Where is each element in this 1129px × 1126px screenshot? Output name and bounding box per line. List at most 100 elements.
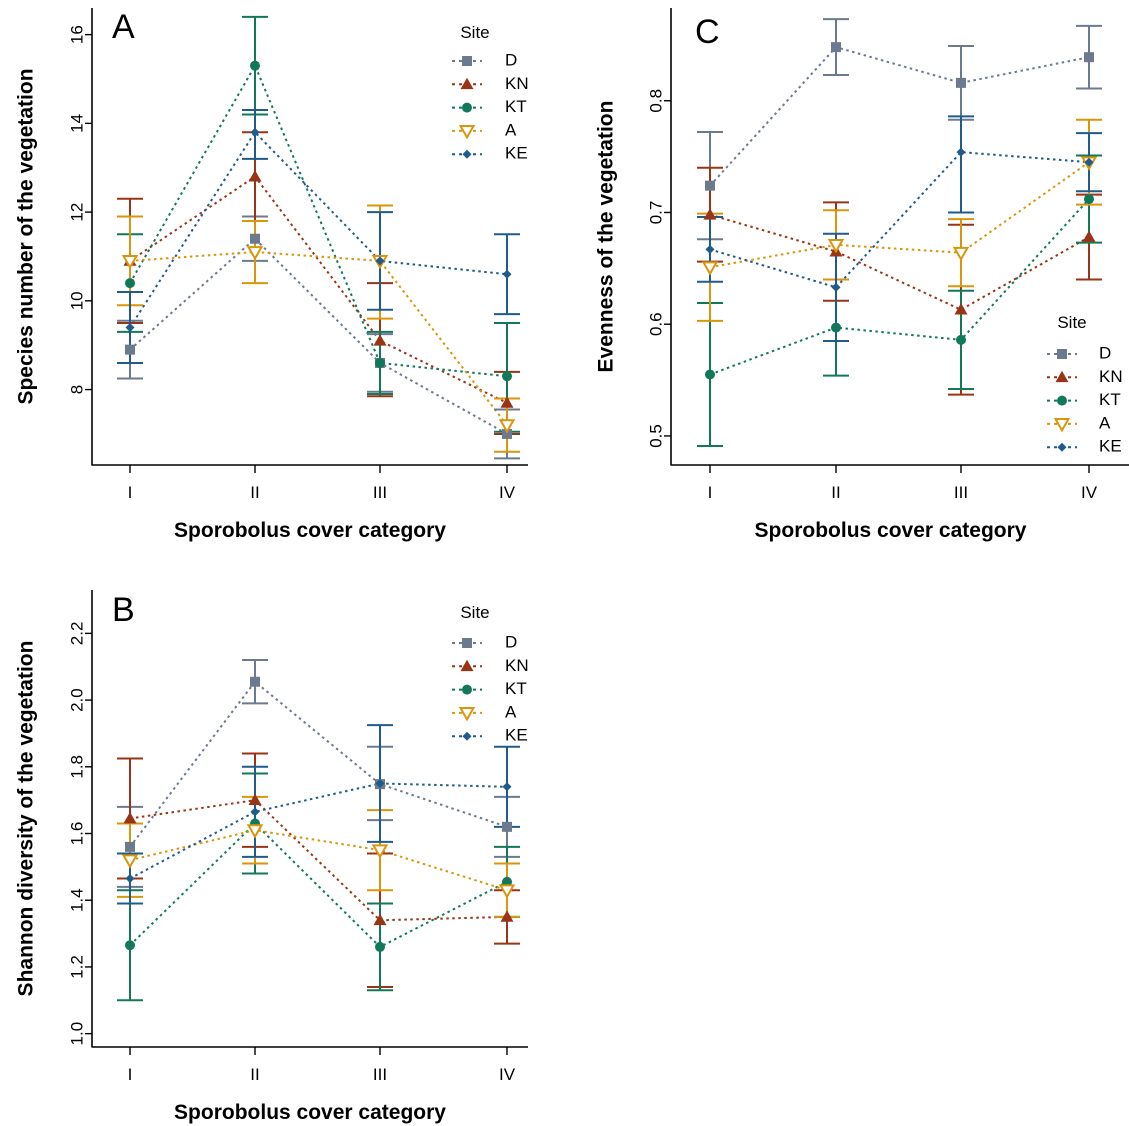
legend-label-a: A <box>1099 413 1111 432</box>
y-tick-label: 0.6 <box>646 312 665 336</box>
legend-label-kn: KN <box>1099 367 1123 386</box>
point-kn <box>373 913 387 926</box>
legend-title: Site <box>1057 313 1086 332</box>
x-tick-label: II <box>831 483 840 502</box>
point-a <box>498 419 516 434</box>
x-tick-label: I <box>128 1065 133 1084</box>
series-line-a <box>129 251 508 426</box>
y-tick-label: 1.2 <box>67 955 86 979</box>
point-ke <box>125 322 135 332</box>
x-tick-label: III <box>373 483 387 502</box>
legend-label-ke: KE <box>1099 437 1122 456</box>
point-d <box>502 821 512 832</box>
legend-marker-kt <box>1057 395 1067 406</box>
legend-marker-d <box>462 638 472 648</box>
legend-marker-a <box>458 707 476 722</box>
point-kn <box>373 334 387 346</box>
series-line-d <box>709 45 1090 187</box>
y-tick-label: 1.4 <box>67 888 86 912</box>
y-axis-title: Species number of the vegetation <box>15 68 38 404</box>
x-tick-label: IV <box>499 483 516 502</box>
legend-marker-kn <box>1055 370 1069 383</box>
panel-label: A <box>112 8 135 46</box>
x-tick-label: I <box>708 483 713 502</box>
panel-b: 1.01.21.41.61.82.02.2I II III IVSporobolus … <box>15 590 529 1124</box>
point-d <box>705 180 715 191</box>
point-kn <box>500 910 514 922</box>
point-kt <box>705 369 715 380</box>
series-line-ke <box>129 130 508 328</box>
y-tick-label: 8 <box>67 385 86 394</box>
y-tick-label: 2.0 <box>67 688 86 712</box>
point-kn <box>1082 230 1096 242</box>
point-a <box>952 246 970 262</box>
series-line-kn <box>709 213 1090 311</box>
point-a <box>498 884 516 899</box>
point-kt <box>956 334 966 345</box>
point-ke <box>502 269 512 279</box>
point-a <box>121 255 139 270</box>
series-line-kn <box>129 175 508 404</box>
point-ke <box>250 127 260 137</box>
y-tick-label: 1.8 <box>67 755 86 779</box>
x-tick-label: I <box>128 483 133 502</box>
point-kt <box>250 60 260 71</box>
y-tick-label: 0.8 <box>646 89 665 113</box>
legend-label-d: D <box>505 50 517 69</box>
point-ke <box>250 807 260 817</box>
legend-marker-kn <box>460 77 474 90</box>
y-tick-label: 2.2 <box>67 622 86 646</box>
series-line-kt <box>129 822 508 949</box>
x-tick-label: IV <box>1081 483 1098 502</box>
point-ke <box>705 244 715 254</box>
series-line-ke <box>709 151 1090 289</box>
series-line-a <box>129 829 508 892</box>
point-kt <box>502 371 512 382</box>
point-a <box>246 824 264 839</box>
panel-label: C <box>695 13 720 51</box>
x-tick-label: III <box>373 1065 387 1084</box>
point-kn <box>248 170 262 182</box>
legend-label-ke: KE <box>505 726 528 745</box>
point-kt <box>125 278 135 289</box>
point-d <box>956 77 966 88</box>
point-kt <box>125 940 135 951</box>
series-line-kt <box>709 198 1090 376</box>
point-a <box>371 844 389 859</box>
series-line-a <box>709 161 1090 269</box>
x-tick-label: III <box>954 483 968 502</box>
point-d <box>125 344 135 355</box>
series-line-ke <box>129 782 508 880</box>
y-tick-label: 0.7 <box>646 201 665 225</box>
point-a <box>121 854 139 869</box>
x-tick-label: IV <box>499 1065 516 1084</box>
point-d <box>250 676 260 687</box>
legend-label-a: A <box>505 702 517 721</box>
x-axis-title: Sporobolus cover category <box>755 519 1027 542</box>
legend-label-d: D <box>505 632 517 651</box>
point-a <box>701 261 719 276</box>
point-ke <box>956 147 966 157</box>
legend-title: Site <box>460 23 489 42</box>
point-kn <box>500 396 514 408</box>
y-tick-label: 0.5 <box>646 424 665 448</box>
point-d <box>1084 52 1094 63</box>
y-axis-title: Shannon diversity of the vegetation <box>15 641 38 997</box>
y-tick-label: 1.0 <box>67 1022 86 1046</box>
point-ke <box>1084 157 1094 167</box>
legend-label-ke: KE <box>505 144 528 163</box>
point-kn <box>123 812 137 824</box>
point-ke <box>375 256 385 266</box>
point-kn <box>703 208 717 220</box>
point-a <box>246 246 264 261</box>
legend-marker-ke <box>1057 442 1067 452</box>
legend-marker-ke <box>462 149 472 159</box>
legend-marker-kt <box>462 684 472 695</box>
point-kt <box>375 357 385 368</box>
legend-label-kn: KN <box>505 74 529 93</box>
point-d <box>502 428 512 439</box>
point-kt <box>831 322 841 333</box>
panel-label: B <box>112 591 135 629</box>
